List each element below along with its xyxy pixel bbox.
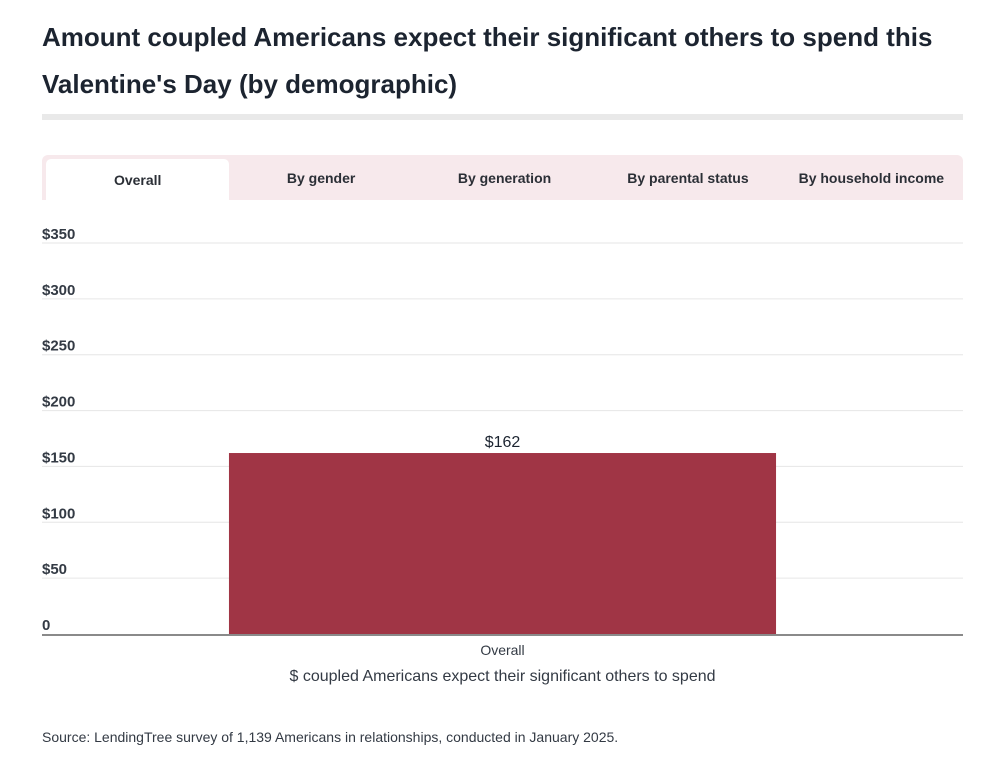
tab-by-generation[interactable]: By generation [457, 169, 552, 186]
chart-title: Amount coupled Americans expect their si… [42, 22, 933, 99]
y-tick-label: $100 [42, 505, 75, 522]
title-divider [42, 114, 963, 120]
tab-overall[interactable]: Overall [46, 159, 230, 200]
y-tick-label: $250 [42, 338, 75, 355]
y-tick-label: $300 [42, 282, 75, 299]
bar [228, 453, 777, 634]
y-tick-label: 0 [42, 617, 50, 634]
y-tick-label: $200 [42, 394, 75, 411]
x-tick-label: Overall [480, 642, 524, 658]
demographic-tabs: Overall By gender By generation By paren… [42, 155, 963, 200]
tab-by-parental-status[interactable]: By parental status [627, 169, 749, 186]
tab-by-household-income[interactable]: By household income [798, 169, 945, 186]
y-tick-label: $350 [42, 226, 75, 243]
data-label: $162 [485, 434, 521, 451]
y-tick-label: $150 [42, 449, 75, 466]
source-note: Source: LendingTree survey of 1,139 Amer… [42, 729, 619, 745]
y-tick-label: $50 [42, 561, 67, 578]
x-axis-title: $ coupled Americans expect their signifi… [289, 668, 715, 685]
tab-by-gender[interactable]: By gender [286, 169, 356, 186]
